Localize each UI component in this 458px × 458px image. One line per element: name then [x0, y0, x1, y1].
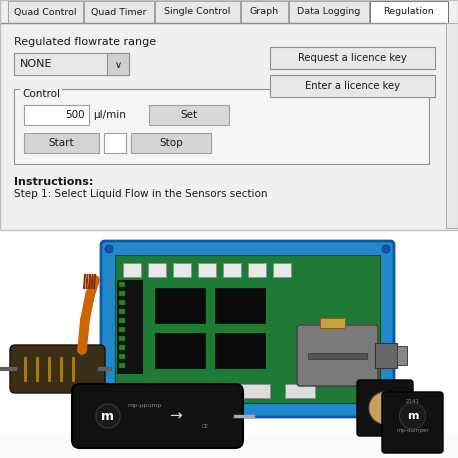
Bar [119, 363, 125, 368]
Bar [155, 288, 205, 323]
Bar [119, 354, 125, 359]
Bar [0, 0, 458, 230]
Bar [119, 300, 125, 305]
Bar [148, 263, 166, 277]
Bar [119, 327, 125, 332]
Text: Start: Start [49, 138, 74, 148]
Bar [241, 1, 288, 23]
Bar [195, 384, 225, 398]
Text: m: m [102, 409, 114, 422]
Text: Quad Control: Quad Control [14, 7, 77, 16]
Bar [397, 346, 407, 365]
Bar [123, 263, 141, 277]
Text: Control: Control [22, 89, 60, 99]
Text: Instructions:: Instructions: [14, 177, 93, 187]
Bar [446, 23, 458, 228]
Circle shape [105, 245, 113, 253]
Bar [0, 436, 458, 458]
Text: →: → [169, 409, 181, 424]
Bar [0, 0, 458, 230]
Circle shape [399, 403, 425, 429]
Circle shape [369, 392, 401, 424]
Bar [198, 263, 216, 277]
Text: Data Logging: Data Logging [297, 7, 360, 16]
Bar [119, 291, 125, 296]
Circle shape [96, 404, 120, 428]
Bar [285, 384, 315, 398]
Bar [150, 384, 180, 398]
Text: Step 1: Select Liquid Flow in the Sensors section: Step 1: Select Liquid Flow in the Sensor… [14, 189, 267, 199]
FancyBboxPatch shape [72, 384, 243, 448]
FancyBboxPatch shape [101, 241, 394, 417]
Bar [223, 263, 241, 277]
Bar [119, 282, 125, 287]
Text: Single Control: Single Control [164, 7, 231, 16]
Bar [149, 105, 229, 125]
Text: Regulation: Regulation [384, 7, 434, 16]
Bar [305, 323, 375, 383]
Bar [107, 53, 129, 75]
Bar [270, 47, 435, 69]
Bar [370, 1, 448, 23]
Bar [270, 75, 435, 97]
Bar [14, 89, 429, 164]
Bar [0, 230, 458, 458]
Text: 2141: 2141 [405, 399, 420, 404]
Text: mp-damper: mp-damper [396, 428, 429, 433]
Bar [20, 88, 62, 98]
Circle shape [382, 245, 390, 253]
Bar [119, 318, 125, 323]
Bar [119, 345, 125, 350]
Text: ∨: ∨ [114, 60, 121, 70]
Text: Request a licence key: Request a licence key [298, 53, 407, 63]
Bar [273, 263, 291, 277]
Text: µl/min: µl/min [93, 110, 126, 120]
Bar [155, 1, 240, 23]
FancyBboxPatch shape [357, 380, 413, 436]
Bar [84, 1, 154, 23]
Bar [320, 318, 345, 328]
Bar [14, 53, 129, 75]
Bar [104, 133, 126, 153]
Bar [375, 343, 397, 368]
Text: Stop: Stop [159, 138, 183, 148]
Bar [24, 105, 89, 125]
Text: Set: Set [180, 110, 197, 120]
Bar [240, 384, 270, 398]
Circle shape [382, 405, 390, 413]
Text: NONE: NONE [20, 59, 53, 69]
Bar [131, 133, 211, 153]
Bar [119, 336, 125, 341]
Bar [173, 263, 191, 277]
Bar [8, 1, 83, 23]
Text: mp-µpump: mp-µpump [128, 403, 162, 408]
Bar [215, 333, 265, 368]
Circle shape [105, 405, 113, 413]
Bar [119, 309, 125, 314]
Bar [289, 1, 369, 23]
Text: Graph: Graph [250, 7, 279, 16]
Bar [308, 353, 367, 359]
FancyBboxPatch shape [10, 345, 105, 393]
FancyBboxPatch shape [297, 325, 378, 386]
Bar [115, 255, 380, 403]
Bar [215, 288, 265, 323]
Text: Enter a licence key: Enter a licence key [305, 81, 400, 91]
Bar [24, 133, 99, 153]
Text: m: m [407, 411, 418, 421]
Bar [155, 333, 205, 368]
Text: 500: 500 [65, 110, 85, 120]
Text: CE: CE [202, 424, 208, 429]
Bar [310, 338, 370, 378]
Text: Quad Timer: Quad Timer [91, 7, 147, 16]
Bar [248, 263, 266, 277]
Text: Regulated flowrate range: Regulated flowrate range [14, 37, 156, 47]
Bar [117, 280, 142, 373]
FancyBboxPatch shape [382, 392, 443, 453]
